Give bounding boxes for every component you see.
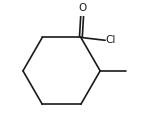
Text: Cl: Cl <box>106 35 116 45</box>
Text: O: O <box>78 3 86 13</box>
